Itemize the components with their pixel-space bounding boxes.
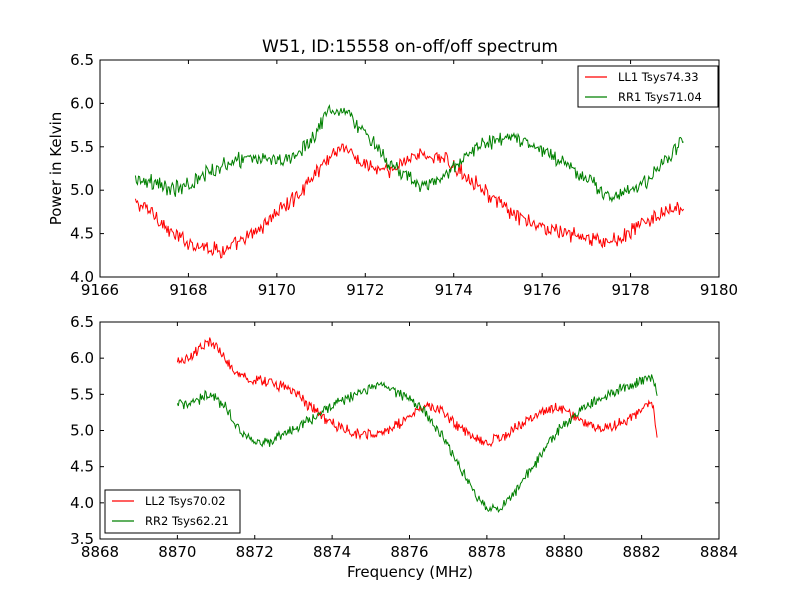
x-tick-label: 8880 (545, 543, 583, 561)
legend-top: LL1 Tsys74.33 RR1 Tsys71.04 (577, 65, 719, 108)
x-tick-label: 8884 (700, 543, 738, 561)
x-tick-label: 9170 (258, 281, 296, 299)
axes-frame (99, 59, 720, 278)
series-line-2 (134, 103, 684, 203)
chart-title: W51, ID:15558 on-off/off spectrum (262, 37, 558, 57)
x-tick-label: 8876 (390, 543, 428, 561)
series-line-1 (134, 143, 685, 259)
chart-top: W51, ID:15558 on-off/off spectrum Power … (47, 37, 738, 299)
y-tick-label: 5.5 (70, 138, 94, 156)
y-tick-label: 6.5 (70, 313, 94, 331)
axes-frame (99, 321, 720, 540)
x-axis-label: Frequency (MHz) (347, 563, 473, 581)
legend-label: LL2 Tsys70.02 (145, 494, 226, 508)
y-tick-label: 5.0 (70, 181, 94, 199)
series-line-1 (176, 337, 658, 448)
legend-label: RR2 Tsys62.21 (145, 514, 229, 528)
legend-frame (104, 489, 241, 534)
y-tick-label: 4.5 (70, 225, 94, 243)
chart-bottom: Frequency (MHz) LL2 Tsys70.02 RR2 Tsys62.… (70, 313, 738, 581)
y-tick-label: 5.5 (70, 385, 94, 403)
x-tick-label: 9180 (700, 281, 738, 299)
legend-label: LL1 Tsys74.33 (618, 70, 699, 84)
series-line-2 (176, 374, 658, 513)
y-tick-label: 5.0 (70, 422, 94, 440)
y-tick-label: 4.0 (70, 494, 94, 512)
x-tick-label: 8878 (468, 543, 506, 561)
y-tick-label: 6.5 (70, 51, 94, 69)
legend-frame (577, 65, 719, 108)
x-tick-label: 9178 (611, 281, 649, 299)
y-axis-label: Power in Kelvin (47, 112, 65, 226)
x-tick-label: 8872 (236, 543, 274, 561)
y-tick-label: 3.5 (70, 530, 94, 548)
x-tick-label: 9166 (81, 281, 119, 299)
x-tick-label: 8882 (623, 543, 661, 561)
x-tick-label: 9172 (346, 281, 384, 299)
y-tick-label: 6.0 (70, 94, 94, 112)
y-tick-label: 4.5 (70, 458, 94, 476)
x-tick-label: 8874 (313, 543, 351, 561)
x-tick-label: 8868 (81, 543, 119, 561)
x-tick-label: 8870 (158, 543, 196, 561)
x-tick-label: 9168 (169, 281, 207, 299)
y-tick-label: 6.0 (70, 349, 94, 367)
y-tick-label: 4.0 (70, 268, 94, 286)
x-tick-label: 9176 (523, 281, 561, 299)
legend-label: RR1 Tsys71.04 (618, 90, 702, 104)
x-tick-label: 9174 (435, 281, 473, 299)
legend-bottom: LL2 Tsys70.02 RR2 Tsys62.21 (104, 489, 241, 534)
